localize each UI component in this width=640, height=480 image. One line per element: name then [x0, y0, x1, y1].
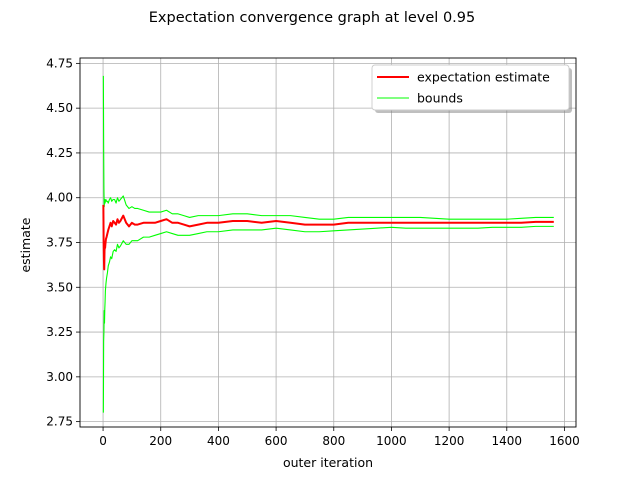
y-tick-label: 3.00: [46, 370, 73, 384]
x-tick-label: 0: [99, 434, 107, 448]
plot-area: 0 200 400 600 800 1000 1200 1400 1600 2.75 3.00 3.2…: [46, 56, 579, 448]
series-line-lower: [102, 225, 554, 413]
y-tick-label: 4.00: [46, 191, 73, 205]
legend-label: expectation estimate: [417, 70, 550, 85]
y-tick-label: 4.75: [46, 56, 73, 70]
x-tick-label: 1000: [376, 434, 407, 448]
y-axis-label: estimate: [18, 217, 33, 272]
y-tick-label: 3.25: [46, 325, 73, 339]
legend-box: [371, 64, 570, 111]
legend-label: bounds: [417, 91, 463, 106]
chart-title: Expectation convergence graph at level 0…: [149, 10, 475, 26]
x-tick-label: 800: [322, 434, 345, 448]
series-line-estimate: [102, 204, 554, 271]
y-tick-label: 4.50: [46, 101, 73, 115]
x-tick-label: 1400: [492, 434, 523, 448]
x-tick-label: 400: [207, 434, 230, 448]
y-tick-label: 4.25: [46, 146, 73, 160]
y-tick-label: 2.75: [46, 415, 73, 429]
x-tick-label: 600: [265, 434, 288, 448]
x-tick-label: 200: [149, 434, 172, 448]
y-tick-label: 3.50: [46, 280, 73, 294]
y-tick-label: 3.75: [46, 236, 73, 250]
series-line-upper: [102, 75, 554, 220]
x-axis-label: outer iteration: [283, 455, 373, 470]
x-tick-label: 1600: [549, 434, 580, 448]
x-tick-label: 1200: [434, 434, 465, 448]
